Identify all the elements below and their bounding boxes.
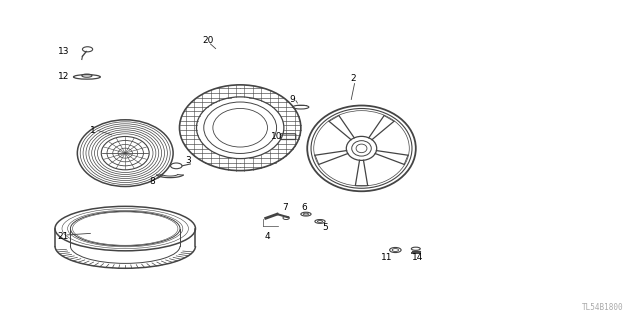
Text: 14: 14	[412, 253, 424, 262]
Text: 8: 8	[150, 177, 156, 186]
Text: 11: 11	[381, 253, 393, 262]
Text: 7: 7	[282, 203, 288, 212]
Text: 20: 20	[202, 36, 214, 45]
Text: 12: 12	[58, 72, 69, 81]
Text: 1: 1	[90, 126, 96, 135]
Text: 10: 10	[271, 132, 282, 141]
Text: 5: 5	[322, 223, 328, 232]
Text: TL54B1800: TL54B1800	[582, 303, 623, 312]
Text: 4: 4	[265, 232, 271, 241]
Text: 6: 6	[301, 203, 307, 211]
Text: 2: 2	[350, 74, 356, 83]
Text: 3: 3	[185, 156, 191, 165]
Text: 21: 21	[58, 232, 69, 241]
Text: 13: 13	[58, 47, 69, 56]
Text: 9: 9	[289, 95, 295, 104]
